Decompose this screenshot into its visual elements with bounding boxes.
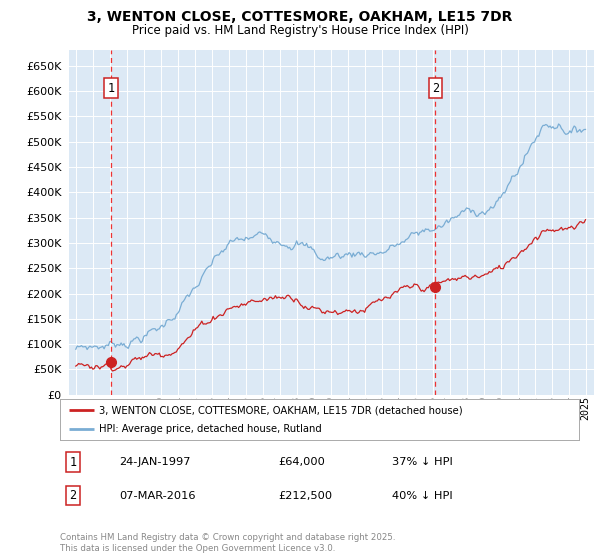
Text: 07-MAR-2016: 07-MAR-2016 [119, 491, 196, 501]
Text: Contains HM Land Registry data © Crown copyright and database right 2025.
This d: Contains HM Land Registry data © Crown c… [60, 533, 395, 553]
Text: 37% ↓ HPI: 37% ↓ HPI [392, 457, 453, 467]
Text: 1: 1 [70, 455, 77, 469]
Text: £212,500: £212,500 [278, 491, 332, 501]
Text: 3, WENTON CLOSE, COTTESMORE, OAKHAM, LE15 7DR: 3, WENTON CLOSE, COTTESMORE, OAKHAM, LE1… [88, 10, 512, 24]
Text: 40% ↓ HPI: 40% ↓ HPI [392, 491, 453, 501]
Text: Price paid vs. HM Land Registry's House Price Index (HPI): Price paid vs. HM Land Registry's House … [131, 24, 469, 36]
Text: 2: 2 [70, 489, 77, 502]
Text: £64,000: £64,000 [278, 457, 325, 467]
Text: 3, WENTON CLOSE, COTTESMORE, OAKHAM, LE15 7DR (detached house): 3, WENTON CLOSE, COTTESMORE, OAKHAM, LE1… [99, 405, 463, 415]
Text: 2: 2 [432, 82, 439, 95]
Text: 1: 1 [107, 82, 115, 95]
Text: HPI: Average price, detached house, Rutland: HPI: Average price, detached house, Rutl… [99, 424, 322, 433]
Text: 24-JAN-1997: 24-JAN-1997 [119, 457, 191, 467]
